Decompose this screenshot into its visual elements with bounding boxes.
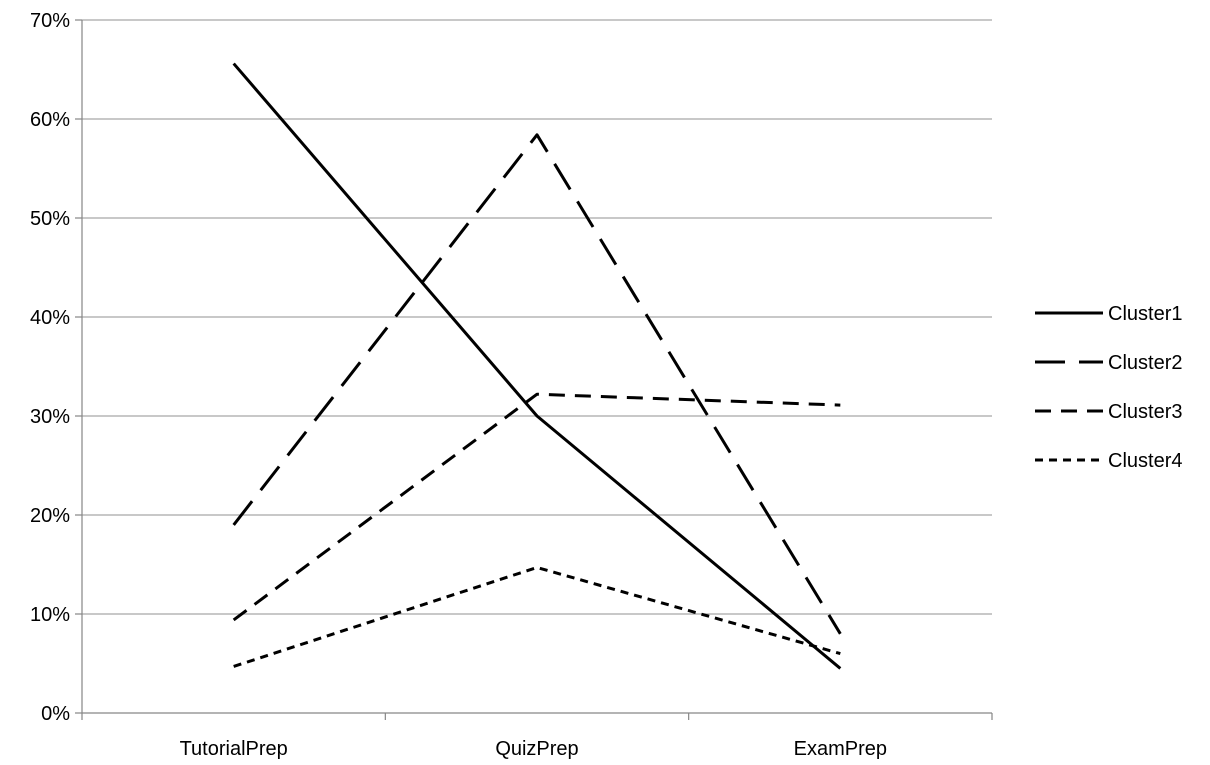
gridlines: [82, 19, 992, 615]
series-lines: [232, 62, 842, 670]
y-tick-label: 0%: [41, 703, 70, 725]
legend-label: Cluster2: [1108, 352, 1182, 374]
y-axis-tick-labels: 0% 10% 20% 30% 40% 50% 60% 70%: [30, 10, 70, 725]
x-tick-label: QuizPrep: [495, 738, 578, 760]
axes: [75, 19, 993, 720]
legend-label: Cluster3: [1108, 401, 1182, 423]
legend-label: Cluster4: [1108, 450, 1182, 472]
series-line-cluster2: [232, 133, 842, 635]
y-tick-label: 30%: [30, 406, 70, 428]
x-axis-tick-labels: TutorialPrep QuizPrep ExamPrep: [180, 738, 887, 760]
y-tick-label: 40%: [30, 307, 70, 329]
series-line-cluster1: [232, 62, 842, 670]
x-tick-label: ExamPrep: [794, 738, 887, 760]
y-tick-label: 20%: [30, 505, 70, 527]
series-line-cluster4: [233, 565, 841, 668]
y-tick-label: 50%: [30, 208, 70, 230]
y-tick-label: 60%: [30, 109, 70, 131]
y-tick-label: 10%: [30, 604, 70, 626]
legend: Cluster1 Cluster2 Cluster3 Cluster4: [1035, 303, 1182, 472]
legend-label: Cluster1: [1108, 303, 1182, 325]
y-tick-label: 70%: [30, 10, 70, 32]
series-line-cluster3: [232, 392, 841, 622]
x-tick-label: TutorialPrep: [180, 738, 288, 760]
